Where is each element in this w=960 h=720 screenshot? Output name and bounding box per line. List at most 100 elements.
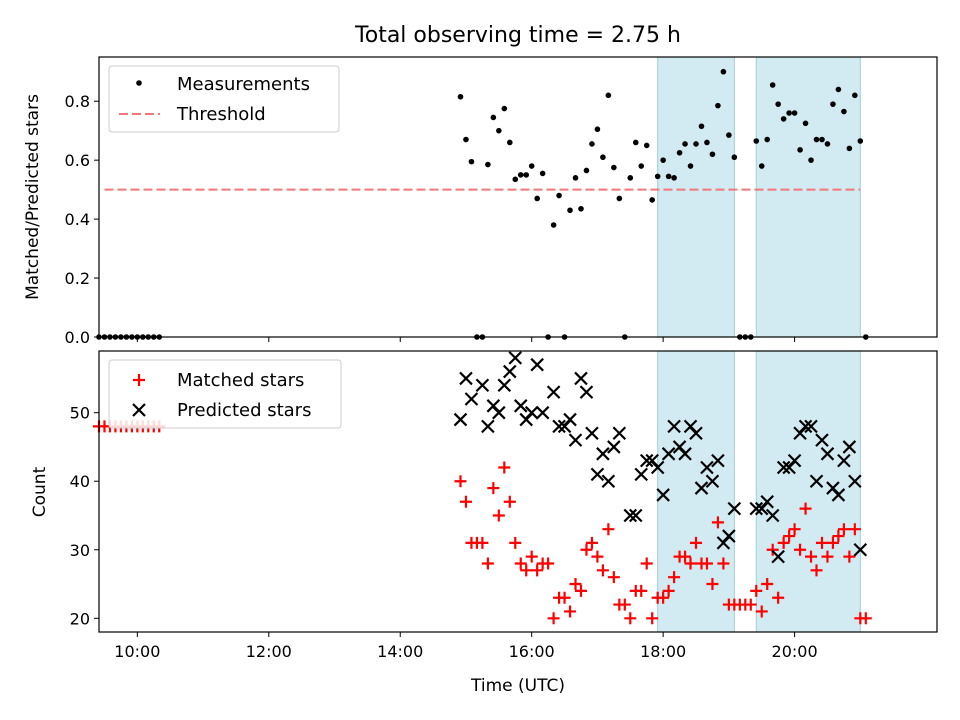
measurement-point	[841, 108, 847, 115]
predicted-star-point	[607, 440, 621, 454]
matched-star-point	[744, 598, 757, 611]
bottom-y-tick-label: 40	[70, 472, 90, 491]
bottom-y-tick-label: 50	[70, 404, 90, 423]
measurement-point	[638, 163, 645, 169]
matched-star-point	[799, 502, 812, 515]
measurement-point	[764, 136, 771, 143]
measurement-point	[709, 151, 716, 158]
predicted-star-point	[705, 474, 720, 488]
measurement-point	[501, 105, 508, 112]
matched-star-point	[717, 557, 730, 570]
matched-star-point	[487, 482, 500, 495]
x-tick-label: 10:00	[114, 642, 160, 661]
matched-star-point	[514, 557, 527, 570]
matched-star-point	[624, 612, 637, 625]
measurement-point	[490, 114, 497, 121]
matched-star-point	[750, 584, 763, 597]
predicted-star-point	[853, 542, 868, 557]
legend-predicted-label: Predicted stars	[177, 400, 311, 421]
predicted-star-point	[809, 474, 824, 488]
measurement-point	[704, 139, 710, 146]
matched-star-point	[711, 516, 724, 529]
measurement-point	[676, 149, 683, 156]
top-shaded-intervals	[657, 56, 861, 338]
legend-measurements-marker	[136, 80, 142, 86]
measurement-point	[682, 141, 688, 147]
predicted-star-point	[552, 419, 566, 434]
predicted-star-point	[760, 495, 774, 509]
matched-star-point	[618, 598, 631, 611]
measurement-point	[775, 101, 781, 107]
legend-threshold-label: Threshold	[176, 104, 266, 125]
predicted-star-point	[475, 378, 490, 393]
matched-star-point	[783, 530, 796, 543]
bottom-legend-box	[108, 359, 342, 429]
matched-star-point	[777, 536, 790, 549]
predicted-star-point	[776, 460, 791, 475]
predicted-star-point	[727, 501, 742, 516]
matched-star-point	[761, 578, 774, 591]
top-legend-box	[108, 65, 340, 133]
matched-star-point	[766, 543, 779, 556]
measurement-point	[715, 102, 721, 109]
matched-star-point	[602, 523, 615, 536]
x-tick-label: 16:00	[509, 642, 555, 661]
matched-star-point	[848, 523, 861, 536]
measurement-point	[583, 167, 590, 174]
predicted-star-point	[650, 460, 665, 475]
matched-star-point	[542, 557, 555, 570]
measurement-point	[660, 157, 666, 163]
predicted-star-point	[497, 378, 512, 393]
x-tick-label: 20:00	[772, 642, 818, 661]
matched-star-point	[679, 550, 692, 563]
predicted-star-point	[601, 474, 616, 488]
bottom-y-ticks: 20 30 40 50	[70, 404, 99, 628]
bottom-y-tick-label: 20	[70, 609, 90, 628]
measurement-point	[550, 222, 557, 228]
measurement-point	[572, 175, 579, 181]
measurement-point	[523, 172, 530, 178]
shaded-interval	[657, 56, 735, 338]
predicted-star-point	[530, 357, 544, 372]
measurement-point	[671, 175, 677, 181]
predicted-star-point	[837, 453, 851, 468]
measurement-point	[835, 86, 842, 93]
predicted-star-point	[848, 474, 862, 488]
matched-star-point	[558, 591, 571, 604]
predicted-star-point	[524, 405, 539, 420]
matched-star-point	[859, 612, 872, 625]
measurement-point	[654, 173, 661, 180]
predicted-star-point	[492, 405, 506, 420]
measurement-point	[627, 175, 634, 181]
matched-star-point	[596, 564, 609, 577]
measurement-point	[457, 93, 464, 100]
measurement-point	[594, 126, 601, 133]
predicted-star-point	[563, 412, 577, 427]
predicted-star-point	[634, 467, 649, 482]
measurement-point	[496, 127, 502, 134]
matched-star-point	[585, 536, 598, 549]
predicted-star-point	[579, 385, 594, 399]
top-plot-frame	[98, 56, 938, 338]
matched-star-point	[662, 584, 675, 597]
measurement-point	[578, 205, 584, 212]
measurement-point	[589, 141, 595, 147]
matched-star-point	[498, 461, 511, 474]
shaded-interval	[755, 56, 861, 338]
measurement-point	[556, 192, 562, 199]
predicted-star-point	[842, 440, 857, 454]
matched-star-point	[607, 571, 620, 584]
matched-star-point	[684, 557, 697, 570]
matched-star-point	[569, 578, 582, 591]
measurement-point	[567, 207, 573, 214]
predicted-star-point	[661, 447, 676, 461]
x-tick-label: 12:00	[246, 642, 292, 661]
matched-star-point	[646, 612, 659, 625]
predicted-star-point	[585, 426, 599, 441]
top-y-tick-label: 0.6	[65, 151, 90, 170]
measurement-point	[857, 138, 864, 144]
predicted-star-point	[656, 488, 670, 502]
measurement-point	[769, 82, 776, 88]
measurement-point	[720, 68, 727, 75]
